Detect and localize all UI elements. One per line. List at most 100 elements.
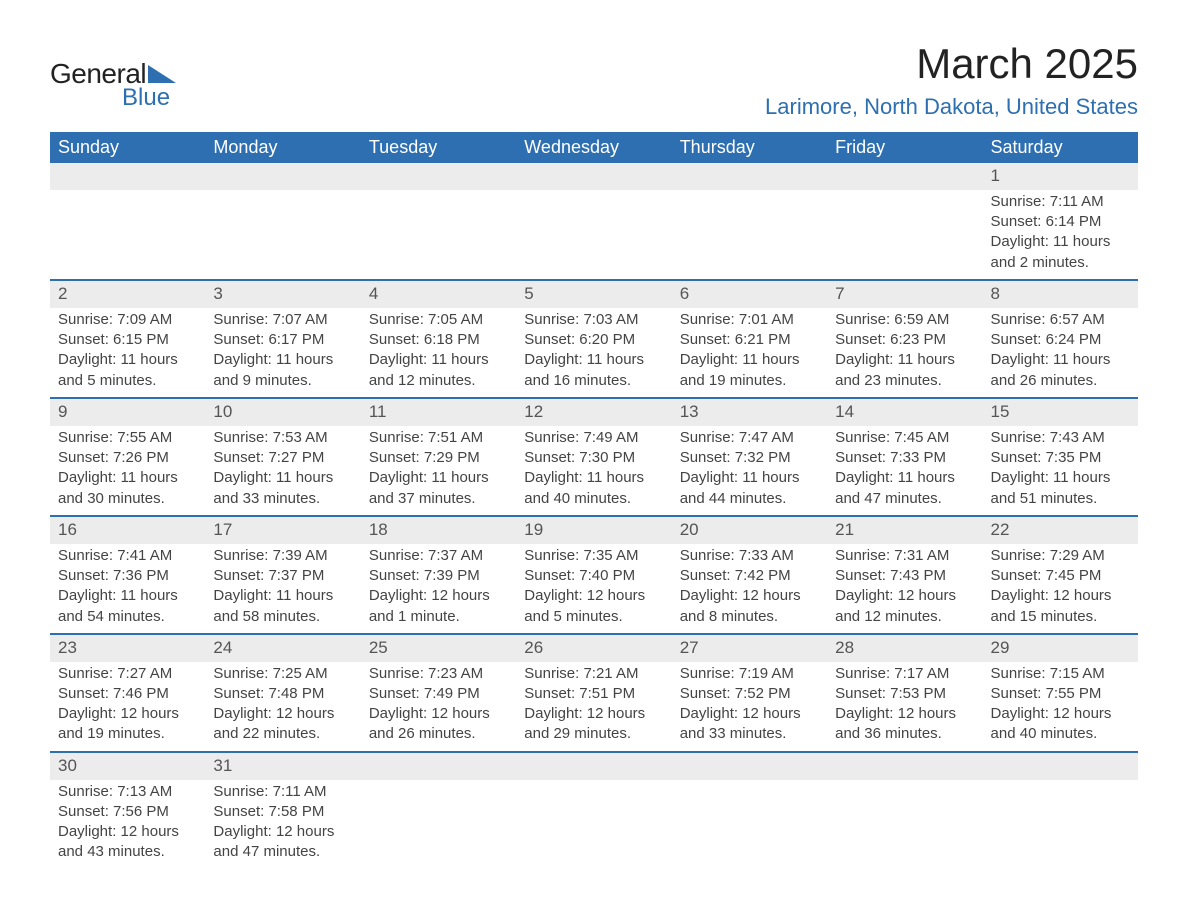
- day-number-cell: 26: [516, 634, 671, 662]
- sunset-text: Sunset: 7:52 PM: [680, 684, 819, 704]
- day-number-cell: [361, 752, 516, 780]
- calendar-table: Sunday Monday Tuesday Wednesday Thursday…: [50, 132, 1138, 869]
- sunset-text: Sunset: 7:45 PM: [991, 566, 1130, 586]
- sunrise-text: Sunrise: 6:57 AM: [991, 310, 1130, 330]
- daylight-text: Daylight: 12 hours: [835, 704, 974, 724]
- day-number-cell: [361, 163, 516, 190]
- title-block: March 2025 Larimore, North Dakota, Unite…: [765, 40, 1138, 120]
- weekday-header: Saturday: [983, 132, 1138, 163]
- day-number-cell: [672, 752, 827, 780]
- daylight-text: and 19 minutes.: [58, 724, 197, 744]
- daylight-text: and 47 minutes.: [835, 489, 974, 509]
- daylight-text: Daylight: 11 hours: [213, 350, 352, 370]
- day-number-cell: 23: [50, 634, 205, 662]
- daylight-text: and 47 minutes.: [213, 842, 352, 862]
- day-number-cell: 20: [672, 516, 827, 544]
- sunrise-text: Sunrise: 7:53 AM: [213, 428, 352, 448]
- day-number-cell: 6: [672, 280, 827, 308]
- daylight-text: and 33 minutes.: [680, 724, 819, 744]
- day-number-cell: 22: [983, 516, 1138, 544]
- sunrise-text: Sunrise: 7:51 AM: [369, 428, 508, 448]
- sunset-text: Sunset: 7:53 PM: [835, 684, 974, 704]
- daylight-text: and 15 minutes.: [991, 607, 1130, 627]
- sunrise-text: Sunrise: 7:39 AM: [213, 546, 352, 566]
- day-data-cell: Sunrise: 7:17 AMSunset: 7:53 PMDaylight:…: [827, 662, 982, 752]
- day-data-cell: Sunrise: 7:13 AMSunset: 7:56 PMDaylight:…: [50, 780, 205, 869]
- day-number-cell: 14: [827, 398, 982, 426]
- day-number-cell: [516, 163, 671, 190]
- sunset-text: Sunset: 6:18 PM: [369, 330, 508, 350]
- day-data-cell: [516, 780, 671, 869]
- daylight-text: Daylight: 12 hours: [58, 704, 197, 724]
- day-data-cell: [50, 190, 205, 280]
- sunrise-text: Sunrise: 7:11 AM: [991, 192, 1130, 212]
- daylight-text: Daylight: 11 hours: [835, 468, 974, 488]
- sunset-text: Sunset: 7:56 PM: [58, 802, 197, 822]
- daylight-text: Daylight: 11 hours: [58, 350, 197, 370]
- day-data-cell: Sunrise: 7:27 AMSunset: 7:46 PMDaylight:…: [50, 662, 205, 752]
- daylight-text: Daylight: 11 hours: [991, 468, 1130, 488]
- day-data-cell: Sunrise: 7:11 AMSunset: 6:14 PMDaylight:…: [983, 190, 1138, 280]
- day-number-cell: 18: [361, 516, 516, 544]
- sunset-text: Sunset: 7:43 PM: [835, 566, 974, 586]
- daylight-text: Daylight: 11 hours: [369, 468, 508, 488]
- sunrise-text: Sunrise: 7:45 AM: [835, 428, 974, 448]
- sunset-text: Sunset: 7:35 PM: [991, 448, 1130, 468]
- day-data-cell: Sunrise: 7:51 AMSunset: 7:29 PMDaylight:…: [361, 426, 516, 516]
- sunset-text: Sunset: 7:49 PM: [369, 684, 508, 704]
- daylight-text: and 8 minutes.: [680, 607, 819, 627]
- sunrise-text: Sunrise: 7:29 AM: [991, 546, 1130, 566]
- sunrise-text: Sunrise: 7:03 AM: [524, 310, 663, 330]
- day-data-row: Sunrise: 7:55 AMSunset: 7:26 PMDaylight:…: [50, 426, 1138, 516]
- day-data-cell: Sunrise: 7:23 AMSunset: 7:49 PMDaylight:…: [361, 662, 516, 752]
- sunrise-text: Sunrise: 6:59 AM: [835, 310, 974, 330]
- daylight-text: Daylight: 12 hours: [213, 822, 352, 842]
- day-number-cell: 9: [50, 398, 205, 426]
- sunset-text: Sunset: 6:20 PM: [524, 330, 663, 350]
- day-number-cell: 27: [672, 634, 827, 662]
- daylight-text: and 54 minutes.: [58, 607, 197, 627]
- daylight-text: and 40 minutes.: [524, 489, 663, 509]
- daylight-text: and 36 minutes.: [835, 724, 974, 744]
- daylight-text: Daylight: 11 hours: [835, 350, 974, 370]
- sunrise-text: Sunrise: 7:01 AM: [680, 310, 819, 330]
- sunset-text: Sunset: 6:14 PM: [991, 212, 1130, 232]
- day-number-cell: 7: [827, 280, 982, 308]
- day-number-cell: 24: [205, 634, 360, 662]
- weekday-header: Monday: [205, 132, 360, 163]
- weekday-header: Sunday: [50, 132, 205, 163]
- daylight-text: and 58 minutes.: [213, 607, 352, 627]
- sunset-text: Sunset: 6:17 PM: [213, 330, 352, 350]
- sunrise-text: Sunrise: 7:11 AM: [213, 782, 352, 802]
- day-data-cell: [672, 190, 827, 280]
- day-number-cell: 25: [361, 634, 516, 662]
- day-number-cell: [205, 163, 360, 190]
- sunset-text: Sunset: 7:55 PM: [991, 684, 1130, 704]
- daylight-text: and 1 minute.: [369, 607, 508, 627]
- sunrise-text: Sunrise: 7:07 AM: [213, 310, 352, 330]
- day-data-cell: [827, 190, 982, 280]
- sunset-text: Sunset: 6:15 PM: [58, 330, 197, 350]
- sunrise-text: Sunrise: 7:37 AM: [369, 546, 508, 566]
- day-data-row: Sunrise: 7:11 AMSunset: 6:14 PMDaylight:…: [50, 190, 1138, 280]
- day-number-cell: 29: [983, 634, 1138, 662]
- day-data-cell: Sunrise: 7:09 AMSunset: 6:15 PMDaylight:…: [50, 308, 205, 398]
- sunset-text: Sunset: 7:29 PM: [369, 448, 508, 468]
- day-data-cell: Sunrise: 7:47 AMSunset: 7:32 PMDaylight:…: [672, 426, 827, 516]
- sunset-text: Sunset: 7:39 PM: [369, 566, 508, 586]
- daylight-text: Daylight: 11 hours: [680, 350, 819, 370]
- day-number-cell: 1: [983, 163, 1138, 190]
- day-data-cell: Sunrise: 7:53 AMSunset: 7:27 PMDaylight:…: [205, 426, 360, 516]
- weekday-header: Thursday: [672, 132, 827, 163]
- daylight-text: Daylight: 12 hours: [991, 586, 1130, 606]
- day-number-cell: [672, 163, 827, 190]
- sunrise-text: Sunrise: 7:47 AM: [680, 428, 819, 448]
- day-number-cell: 2: [50, 280, 205, 308]
- day-number-cell: [983, 752, 1138, 780]
- sunrise-text: Sunrise: 7:49 AM: [524, 428, 663, 448]
- day-data-cell: Sunrise: 7:15 AMSunset: 7:55 PMDaylight:…: [983, 662, 1138, 752]
- sunset-text: Sunset: 7:36 PM: [58, 566, 197, 586]
- daylight-text: Daylight: 11 hours: [991, 232, 1130, 252]
- day-data-cell: [827, 780, 982, 869]
- sunset-text: Sunset: 7:46 PM: [58, 684, 197, 704]
